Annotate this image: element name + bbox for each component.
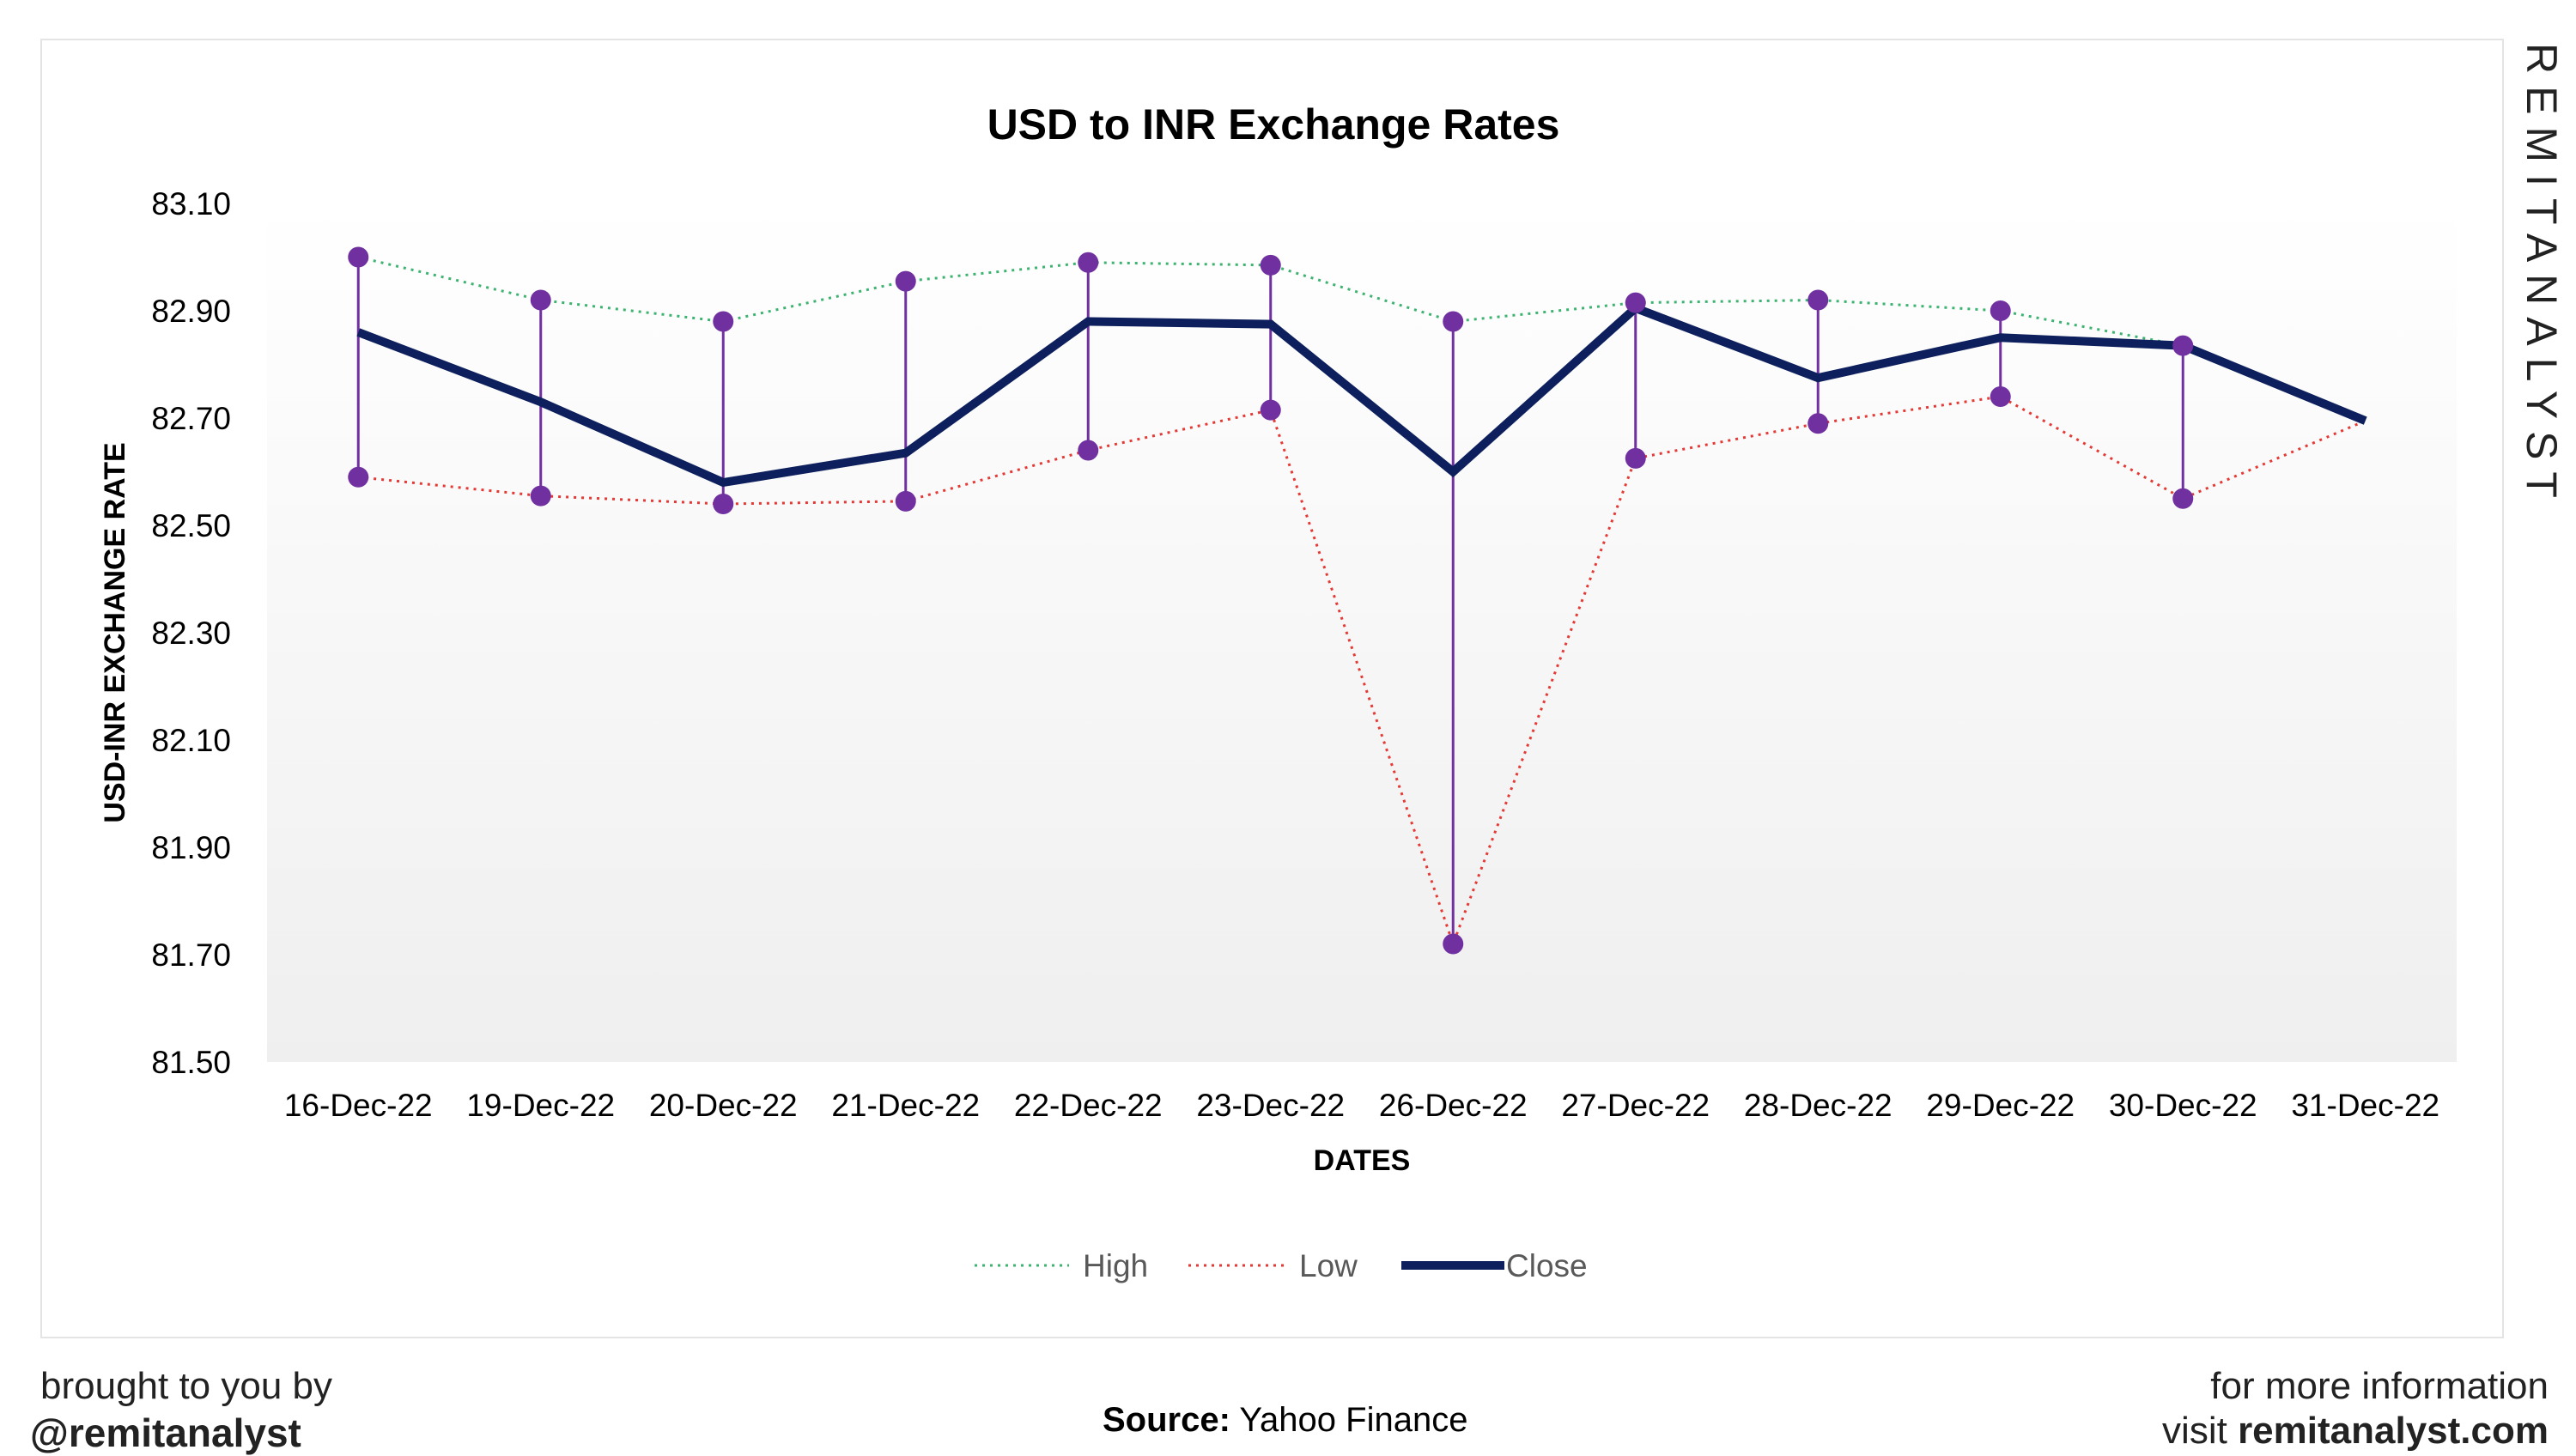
legend-label-close: Close bbox=[1506, 1248, 1588, 1283]
footer-handle: @remitanalyst bbox=[30, 1410, 301, 1455]
y-axis-title: USD-INR EXCHANGE RATE bbox=[99, 442, 131, 822]
footer-visit-prefix: visit bbox=[2162, 1410, 2227, 1452]
x-tick-label: 30-Dec-22 bbox=[2109, 1088, 2257, 1123]
high-marker bbox=[348, 246, 369, 268]
x-tick-labels: 16-Dec-22 19-Dec-22 20-Dec-22 21-Dec-22 22-D… bbox=[284, 1088, 2439, 1123]
high-marker bbox=[1625, 292, 1646, 313]
x-tick-label: 28-Dec-22 bbox=[1744, 1088, 1893, 1123]
high-marker bbox=[2172, 335, 2194, 356]
x-tick-label: 23-Dec-22 bbox=[1196, 1088, 1345, 1123]
x-tick-label: 27-Dec-22 bbox=[1561, 1088, 1710, 1123]
x-tick-label: 21-Dec-22 bbox=[831, 1088, 980, 1123]
series-lines bbox=[356, 256, 2367, 948]
low-marker bbox=[1990, 386, 2011, 407]
y-tick-label: 82.10 bbox=[151, 723, 231, 758]
x-tick-label: 19-Dec-22 bbox=[466, 1088, 615, 1123]
x-axis-title: DATES bbox=[1314, 1144, 1411, 1177]
y-tick-label: 81.70 bbox=[151, 937, 231, 973]
low-marker bbox=[530, 485, 551, 507]
footer-left: brought to you by @remitanalyst bbox=[30, 1365, 332, 1456]
markers bbox=[348, 246, 2194, 955]
footer-right: for more information visit remitanalyst.… bbox=[2162, 1365, 2549, 1453]
source-value: Yahoo Finance bbox=[1239, 1401, 1468, 1439]
y-tick-label: 83.10 bbox=[151, 186, 231, 221]
series-line-low bbox=[358, 395, 2366, 948]
footer-visit: visit remitanalyst.com bbox=[2162, 1410, 2549, 1453]
footer-more-info: for more information bbox=[2210, 1365, 2549, 1407]
y-tick-label: 82.70 bbox=[151, 401, 231, 436]
low-marker bbox=[1078, 440, 1099, 461]
high-low-bars bbox=[356, 257, 2184, 944]
legend-label-high: High bbox=[1083, 1248, 1148, 1283]
x-tick-label: 29-Dec-22 bbox=[1926, 1088, 2075, 1123]
plot-area bbox=[267, 203, 2457, 1062]
chart-svg: USD to INR Exchange Rates DATES USD-INR … bbox=[99, 100, 2457, 1283]
low-marker bbox=[348, 466, 369, 488]
low-marker bbox=[1443, 933, 1464, 955]
y-tick-label: 81.90 bbox=[151, 830, 231, 865]
x-tick-label: 22-Dec-22 bbox=[1014, 1088, 1163, 1123]
low-marker bbox=[713, 494, 734, 514]
y-tick-labels: 81.50 81.70 81.90 82.10 82.30 82.50 82.70 82.90… bbox=[151, 186, 231, 1080]
footer-source: Source: Yahoo Finance bbox=[1103, 1401, 1467, 1440]
x-tick-label: 16-Dec-22 bbox=[284, 1088, 433, 1123]
low-marker bbox=[2172, 488, 2194, 509]
y-tick-label: 82.50 bbox=[151, 508, 231, 543]
high-marker bbox=[1990, 300, 2011, 321]
y-tick-label: 81.50 bbox=[151, 1045, 231, 1080]
footer-site-link[interactable]: remitanalyst.com bbox=[2238, 1410, 2549, 1452]
source-label: Source: bbox=[1103, 1401, 1230, 1439]
y-tick-label: 82.30 bbox=[151, 616, 231, 651]
high-marker bbox=[895, 270, 916, 292]
x-tick-label: 26-Dec-22 bbox=[1379, 1088, 1528, 1123]
low-marker bbox=[1260, 399, 1281, 421]
watermark: REMITANALYST bbox=[2518, 43, 2566, 510]
x-tick-label: 20-Dec-22 bbox=[649, 1088, 798, 1123]
low-marker bbox=[1807, 413, 1829, 434]
low-marker bbox=[895, 490, 916, 512]
footer-brought-by: brought to you by bbox=[40, 1365, 333, 1407]
y-tick-label: 82.90 bbox=[151, 294, 231, 329]
high-marker bbox=[1078, 252, 1099, 273]
chart-frame: USD to INR Exchange Rates DATES USD-INR … bbox=[40, 39, 2504, 1338]
series-line-close bbox=[356, 303, 2367, 488]
chart-title: USD to INR Exchange Rates bbox=[987, 100, 1560, 149]
series-line-high bbox=[357, 256, 2366, 422]
high-marker bbox=[1260, 254, 1281, 276]
low-marker bbox=[1625, 447, 1646, 469]
legend-label-low: Low bbox=[1299, 1248, 1358, 1283]
high-marker bbox=[713, 311, 734, 332]
high-marker bbox=[1807, 289, 1829, 311]
x-tick-label: 31-Dec-22 bbox=[2291, 1088, 2439, 1123]
high-marker bbox=[1443, 311, 1464, 332]
high-marker bbox=[530, 289, 551, 311]
legend: High Low Close bbox=[975, 1248, 1588, 1283]
